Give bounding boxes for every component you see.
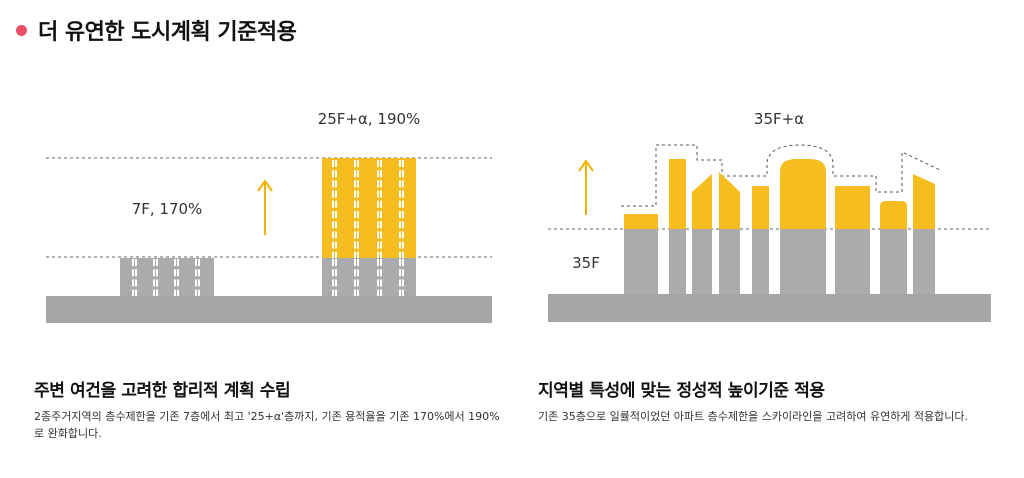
skyline-outline xyxy=(621,144,941,207)
up-arrow-icon-right xyxy=(578,159,594,215)
label-before-right: 35F xyxy=(572,254,600,272)
up-arrow-icon xyxy=(257,179,273,235)
ground-right xyxy=(548,294,991,322)
page-title: 더 유연한 도시계획 기준적용 xyxy=(38,20,297,45)
left-panel-heading: 주변 여건을 고려한 합리적 계획 수립 xyxy=(34,381,291,401)
right-diagram: 35F+α 35F xyxy=(548,110,992,322)
bullet-dot xyxy=(16,24,27,36)
header: 더 유연한 도시계획 기준적용 xyxy=(16,14,297,46)
ground-left xyxy=(46,296,492,323)
left-panel-description: 2종주거지역의 층수제한을 기존 7층에서 최고 '25+α'층까지, 기존 용… xyxy=(34,410,500,440)
building-low-windows xyxy=(132,259,200,296)
left-diagram: 7F, 170% 25F+α, 190% xyxy=(46,110,492,323)
label-after-left: 25F+α, 190% xyxy=(318,110,421,128)
building-tall-windows xyxy=(332,160,404,258)
label-before-left: 7F, 170% xyxy=(132,200,203,218)
building-tall-windows-lower xyxy=(332,259,404,296)
label-after-right: 35F+α xyxy=(754,110,804,128)
skyline-buildings-base xyxy=(624,229,935,294)
right-panel-description: 기존 35층으로 일률적이었던 아파트 층수제한을 스카이라인을 고려하여 유연… xyxy=(538,410,969,423)
right-panel-heading: 지역별 특성에 맞는 정성적 높이기준 적용 xyxy=(538,381,825,401)
skyline-buildings-upper xyxy=(624,159,935,229)
